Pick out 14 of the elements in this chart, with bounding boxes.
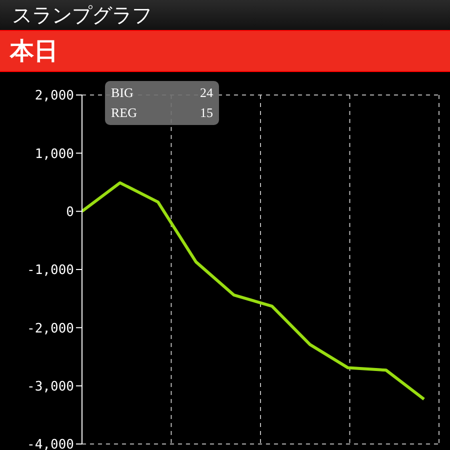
y-tick-label: -3,000 bbox=[27, 379, 74, 394]
y-tick-label: 1,000 bbox=[34, 146, 74, 162]
y-tick-label: 0 bbox=[66, 204, 74, 220]
chart-title: スランプグラフ bbox=[0, 0, 450, 30]
y-tick-label: 2,000 bbox=[34, 88, 74, 104]
y-tick-label: -1,000 bbox=[27, 263, 74, 278]
y-tick-label: -4,000 bbox=[27, 438, 74, 450]
annotation: 15 bbox=[200, 105, 213, 121]
y-tick-label: -2,000 bbox=[27, 321, 74, 336]
annotation: 24 bbox=[200, 85, 213, 101]
annotation: REG bbox=[111, 105, 137, 121]
line-series bbox=[80, 181, 426, 401]
chart-subtitle: 本日 bbox=[0, 30, 450, 72]
annotation: BIG bbox=[111, 85, 134, 101]
